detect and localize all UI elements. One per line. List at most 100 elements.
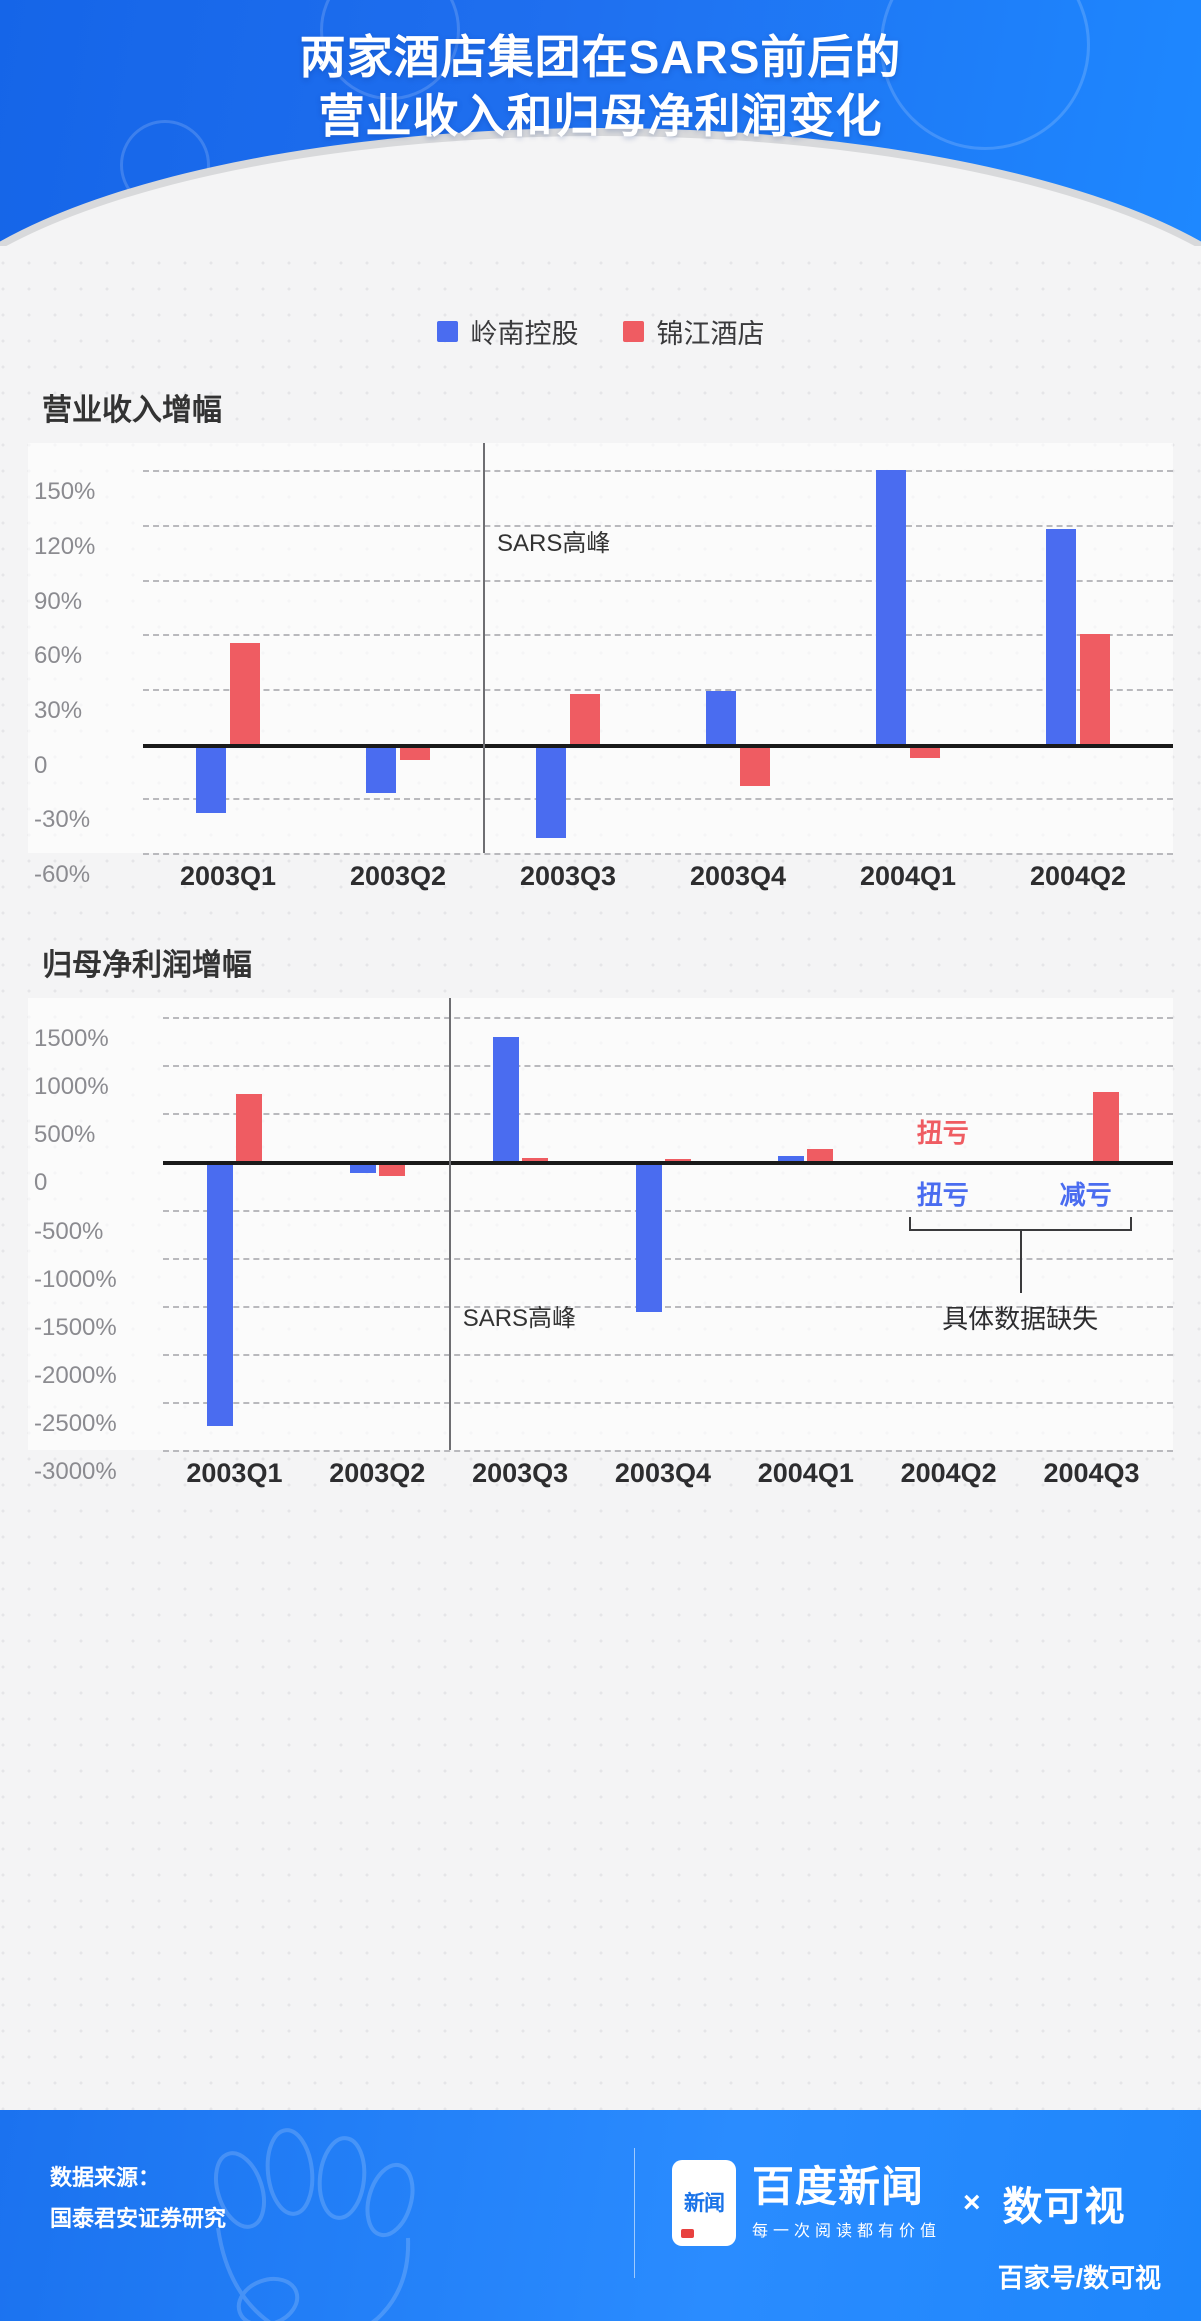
grid-line — [163, 1257, 1173, 1260]
x-axis-tick-label: 2004Q1 — [859, 861, 957, 891]
bar — [1046, 528, 1076, 744]
bar — [706, 690, 736, 744]
y-axis-tick-label: 150% — [34, 478, 96, 506]
bar — [536, 743, 566, 839]
y-axis-tick-label: -30% — [34, 806, 91, 834]
y-axis-tick-label: -60% — [34, 861, 91, 888]
bar — [400, 743, 430, 761]
x-axis-tick-label: 2004Q2 — [1029, 861, 1127, 891]
x-axis-tick-label: 2003Q4 — [614, 1458, 711, 1488]
chart-legend: 岭南控股 锦江酒店 — [0, 312, 1201, 351]
bar — [235, 1094, 262, 1162]
bar — [778, 1155, 805, 1162]
footer-source-value: 国泰君安证券研究 — [50, 2205, 227, 2231]
y-axis-tick-label: 120% — [34, 533, 96, 560]
annotation-bracket — [908, 1217, 1132, 1232]
chart-2-x-axis: 2003Q1 2003Q2 2003Q3 2003Q4 2004Q1 2004Q2 2004… — [28, 1458, 1173, 1489]
annotation-loss-reduction-blue: 减亏 — [1059, 1180, 1112, 1211]
x-axis-tick-label: 2003Q3 — [472, 1458, 569, 1488]
chart-1-x-axis: 2003Q1 2003Q2 2003Q3 2003Q4 2004Q1 2004Q2 — [28, 861, 1173, 892]
bar — [1080, 634, 1110, 744]
y-axis-tick-label: 0 — [34, 751, 48, 779]
footer-divider — [634, 2148, 635, 2278]
brand-lockup: 新闻 百度新闻 每一次阅读都有价值 × 数可视 — [672, 2160, 1126, 2246]
x-axis-tick-label: 2004Q3 — [1043, 1458, 1140, 1488]
grid-line — [163, 1065, 1173, 1068]
legend-swatch-red — [622, 321, 644, 342]
grid-line — [163, 1450, 1173, 1452]
legend-item-lingnan: 岭南控股 — [436, 312, 579, 351]
annotation-turnaround-red: 扭亏 — [916, 1118, 969, 1149]
bar — [635, 1161, 662, 1312]
grid-line — [143, 798, 1173, 801]
chart-1-title: 营业收入增幅 — [42, 394, 222, 427]
annotation-missing-data-note: 具体数据缺失 — [942, 1304, 1099, 1335]
bar — [1093, 1092, 1120, 1162]
grid-line — [143, 634, 1173, 637]
page-title: 两家酒店集团在SARS前后的 营业收入和归母净利润变化 — [0, 0, 1201, 146]
brand-baidu-news: 百度新闻 每一次阅读都有价值 — [752, 2165, 941, 2240]
news-badge-dot — [681, 2229, 694, 2238]
grid-line — [143, 470, 1173, 473]
grid-line — [163, 1209, 1173, 1212]
x-axis-tick-label: 2004Q2 — [900, 1458, 997, 1488]
footer-handle: 百家号/数可视 — [997, 2263, 1161, 2293]
x-axis-tick-label: 2004Q1 — [757, 1458, 854, 1488]
bar — [206, 1161, 233, 1426]
page-header: 两家酒店集团在SARS前后的 营业收入和归母净利润变化 — [0, 0, 1201, 246]
grid-line — [163, 1401, 1173, 1404]
brand-tagline: 每一次阅读都有价值 — [752, 2222, 942, 2240]
grid-line — [163, 1113, 1173, 1116]
grid-line — [163, 1353, 1173, 1356]
y-axis-tick-label: -500% — [34, 1217, 104, 1245]
bar — [664, 1159, 691, 1163]
grid-line — [163, 1017, 1173, 1020]
zero-baseline — [163, 1161, 1173, 1166]
sars-peak-marker-line — [448, 998, 451, 1450]
sars-peak-label: SARS高峰 — [462, 1305, 577, 1332]
bar — [196, 743, 226, 813]
y-axis-tick-label: -1500% — [34, 1313, 117, 1341]
page-title-line-2: 营业收入和归母净利润变化 — [318, 89, 883, 142]
chart-2-title: 归母净利润增幅 — [42, 949, 252, 982]
news-badge-icon: 新闻 — [672, 2160, 736, 2246]
x-axis-tick-label: 2003Q1 — [186, 1458, 283, 1488]
page-title-line-1: 两家酒店集团在SARS前后的 — [299, 31, 902, 83]
chart-1-plot-area: 150% 120% 90% 60% 30% 0 -30% -60% SARS高峰 — [28, 443, 1173, 888]
y-axis-tick-label: -1000% — [34, 1265, 117, 1293]
x-axis-tick-label: 2003Q1 — [179, 861, 277, 891]
grid-line — [143, 579, 1173, 582]
y-axis-tick-label: 0 — [34, 1169, 48, 1197]
y-axis-tick-label: 90% — [34, 587, 83, 615]
brand-x-separator: × — [963, 2186, 981, 2219]
grid-line — [143, 525, 1173, 527]
y-axis-tick-label: 500% — [34, 1121, 96, 1149]
y-axis-tick-label: 1000% — [34, 1073, 109, 1101]
brand-name: 百度新闻 — [752, 2163, 925, 2211]
chart-2-plot-area: 1500% 1000% 500% 0 -500% -1000% -1500% -2000% -2… — [28, 998, 1173, 1485]
y-axis-tick-label: 60% — [34, 642, 83, 670]
bar — [492, 1037, 519, 1162]
grid-line — [143, 853, 1173, 855]
sars-peak-marker-line — [483, 443, 485, 853]
x-axis-tick-label: 2003Q2 — [329, 1458, 426, 1488]
annotation-bracket-stem — [1020, 1231, 1023, 1294]
chart-revenue-growth: 营业收入增幅 150% 120% 90% 60% 30% 0 -30% -60% SARS高峰 … — [28, 385, 1173, 892]
legend-item-jinjiang: 锦江酒店 — [622, 312, 765, 351]
y-axis-tick-label: 30% — [34, 697, 83, 724]
chart-profit-growth: 归母净利润增幅 1500% 1000% 500% 0 -500% -1000% -1500%… — [28, 940, 1173, 1489]
zero-baseline — [143, 743, 1173, 748]
x-axis-tick-label: 2003Q4 — [689, 861, 787, 891]
sars-peak-label: SARS高峰 — [497, 530, 611, 557]
bar — [366, 743, 396, 793]
y-axis-tick-label: 1500% — [34, 1025, 109, 1053]
brand-partner-name: 数可视 — [1002, 2185, 1126, 2229]
legend-label-lingnan: 岭南控股 — [470, 319, 579, 349]
page-footer: 数据来源： 国泰君安证券研究 新闻 百度新闻 每一次阅读都有价值 × 数可视 百… — [0, 2110, 1201, 2321]
legend-label-jinjiang: 锦江酒店 — [656, 319, 765, 349]
news-badge-label: 新闻 — [684, 2191, 725, 2215]
bar — [570, 694, 600, 744]
grid-line — [163, 1305, 1173, 1308]
hand-decoration-icon — [214, 2128, 415, 2321]
y-axis-tick-label: -2000% — [34, 1361, 117, 1389]
